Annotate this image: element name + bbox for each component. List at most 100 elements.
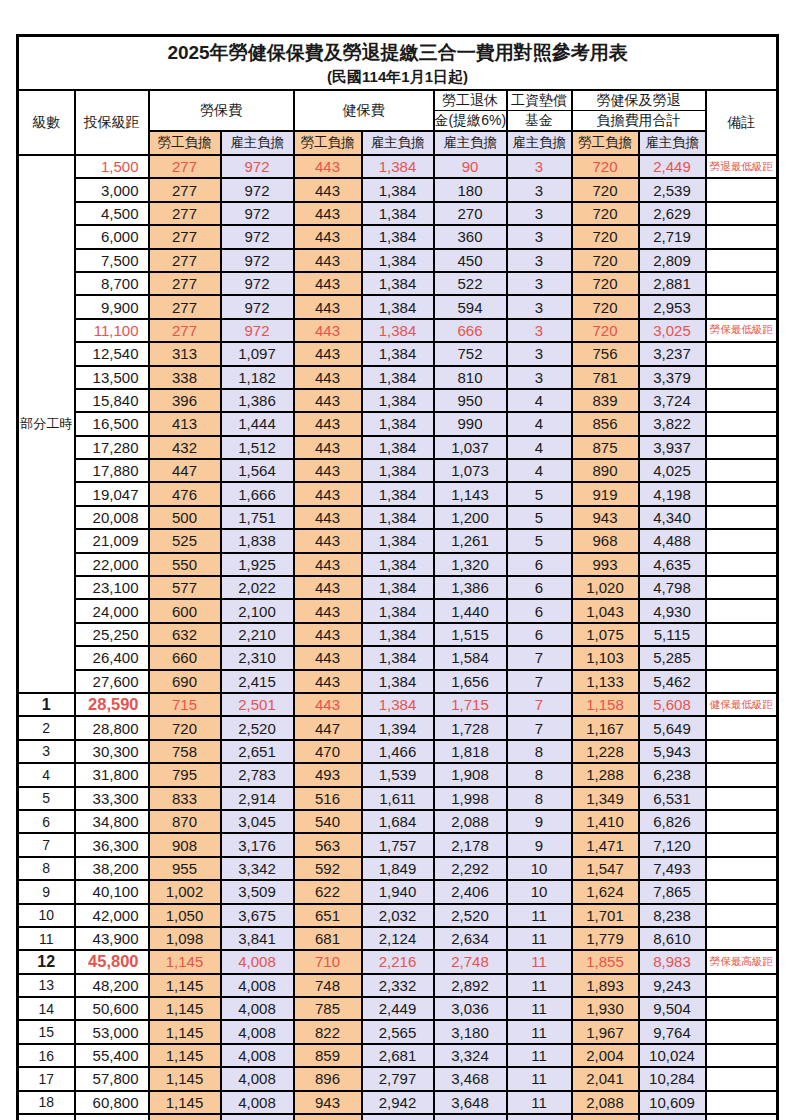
cell-total-employer: 5,285 — [639, 646, 706, 669]
cell-pension-employer: 270 — [434, 202, 507, 225]
cell-health-employer: 1,384 — [362, 225, 434, 248]
cell-labor-employee: 715 — [149, 693, 221, 716]
cell-pension-employer: 3,468 — [434, 1067, 507, 1090]
cell-note — [706, 1044, 778, 1067]
cell-labor-employee: 1,145 — [149, 1114, 221, 1120]
subheader-labor-employee: 勞工負擔 — [149, 131, 221, 155]
cell-note — [706, 249, 778, 272]
cell-health-employer: 1,611 — [362, 787, 434, 810]
cell-salary: 21,009 — [75, 529, 149, 552]
table-row: 1348,2001,1454,0087482,3322,892111,8939,… — [18, 974, 778, 997]
table-row: 228,8007202,5204471,3941,72871,1675,649 — [18, 716, 778, 739]
cell-salary: 8,700 — [75, 272, 149, 295]
cell-pension-employer: 990 — [434, 412, 507, 435]
cell-health-employer: 1,384 — [362, 623, 434, 646]
cell-salary: 11,100 — [75, 319, 149, 342]
cell-health-employer: 1,539 — [362, 763, 434, 786]
cell-health-employee: 785 — [294, 997, 362, 1020]
cell-pension-employer: 1,728 — [434, 716, 507, 739]
cell-pension-employer: 3,180 — [434, 1020, 507, 1043]
cell-labor-employer: 1,386 — [221, 389, 294, 412]
cell-note — [706, 482, 778, 505]
cell-note — [706, 459, 778, 482]
cell-pension-employer: 3,648 — [434, 1091, 507, 1114]
cell-salary: 19,047 — [75, 482, 149, 505]
cell-wage-fund-employer: 7 — [507, 716, 572, 739]
cell-health-employer: 2,332 — [362, 974, 434, 997]
cell-labor-employer: 1,751 — [221, 506, 294, 529]
cell-total-employer: 4,930 — [639, 599, 706, 622]
cell-wage-fund-employer: 9 — [507, 833, 572, 856]
table-row: 部分工時1,5002779724431,3849037202,449勞退最低級距 — [18, 155, 778, 178]
cell-total-employee: 2,004 — [572, 1044, 639, 1067]
cell-total-employer: 4,488 — [639, 529, 706, 552]
header-row-1: 級數 投保級距 勞保費 健保費 勞工退休 工資墊償 勞健保及勞退 備註 — [18, 90, 778, 111]
cell-health-employee: 990 — [294, 1114, 362, 1120]
cell-note — [706, 763, 778, 786]
table-row: 25,2506322,2104431,3841,51561,0755,115 — [18, 623, 778, 646]
cell-note — [706, 412, 778, 435]
cell-total-employer: 2,539 — [639, 178, 706, 201]
cell-labor-employee: 870 — [149, 810, 221, 833]
cell-note — [706, 670, 778, 693]
cell-note — [706, 553, 778, 576]
cell-level: 6 — [18, 810, 75, 833]
col-header-labor-insurance: 勞保費 — [149, 90, 294, 131]
cell-wage-fund-employer: 11 — [507, 1091, 572, 1114]
cell-labor-employee: 577 — [149, 576, 221, 599]
cell-health-employee: 896 — [294, 1067, 362, 1090]
cell-total-employer: 8,983 — [639, 950, 706, 973]
cell-labor-employer: 2,914 — [221, 787, 294, 810]
cell-pension-employer: 1,440 — [434, 599, 507, 622]
cell-pension-employer: 1,143 — [434, 482, 507, 505]
cell-health-employee: 443 — [294, 366, 362, 389]
cell-labor-employee: 833 — [149, 787, 221, 810]
cell-health-employer: 1,940 — [362, 880, 434, 903]
cell-note — [706, 740, 778, 763]
cell-total-employer: 2,449 — [639, 155, 706, 178]
cell-note — [706, 436, 778, 459]
cell-total-employee: 968 — [572, 529, 639, 552]
premium-reference-table: 2025年勞健保保費及勞退提繳三合一費用對照參考用表 (民國114年1月1日起)… — [16, 34, 779, 1120]
cell-labor-employee: 1,145 — [149, 997, 221, 1020]
cell-health-employee: 443 — [294, 342, 362, 365]
cell-note — [706, 506, 778, 529]
table-row: 13,5003381,1824431,38481037813,379 — [18, 366, 778, 389]
cell-health-employer: 1,384 — [362, 202, 434, 225]
table-row: 4,5002779724431,38427037202,629 — [18, 202, 778, 225]
cell-health-employer: 1,384 — [362, 553, 434, 576]
cell-health-employee: 592 — [294, 857, 362, 880]
cell-health-employer: 1,384 — [362, 529, 434, 552]
cell-salary: 17,880 — [75, 459, 149, 482]
cell-salary: 45,800 — [75, 950, 149, 973]
cell-health-employee: 443 — [294, 295, 362, 318]
cell-salary: 23,100 — [75, 576, 149, 599]
cell-pension-employer: 666 — [434, 319, 507, 342]
cell-wage-fund-employer: 11 — [507, 1067, 572, 1090]
cell-labor-employee: 313 — [149, 342, 221, 365]
cell-total-employee: 1,103 — [572, 646, 639, 669]
cell-total-employer: 7,120 — [639, 833, 706, 856]
cell-health-employee: 443 — [294, 576, 362, 599]
cell-health-employee: 443 — [294, 202, 362, 225]
cell-total-employee: 1,701 — [572, 904, 639, 927]
cell-wage-fund-employer: 4 — [507, 436, 572, 459]
cell-wage-fund-employer: 3 — [507, 342, 572, 365]
cell-pension-employer: 1,386 — [434, 576, 507, 599]
cell-total-employer: 9,504 — [639, 997, 706, 1020]
cell-salary: 40,100 — [75, 880, 149, 903]
cell-labor-employer: 1,838 — [221, 529, 294, 552]
cell-health-employee: 443 — [294, 249, 362, 272]
cell-labor-employee: 277 — [149, 178, 221, 201]
cell-labor-employee: 277 — [149, 272, 221, 295]
cell-wage-fund-employer: 3 — [507, 202, 572, 225]
table-row: 634,8008703,0455401,6842,08891,4106,826 — [18, 810, 778, 833]
cell-pension-employer: 1,320 — [434, 553, 507, 576]
cell-level: 5 — [18, 787, 75, 810]
cell-health-employee: 563 — [294, 833, 362, 856]
cell-note: 勞保最低級距 — [706, 319, 778, 342]
cell-wage-fund-employer: 3 — [507, 178, 572, 201]
cell-salary: 13,500 — [75, 366, 149, 389]
cell-labor-employee: 1,145 — [149, 1091, 221, 1114]
cell-salary: 25,250 — [75, 623, 149, 646]
